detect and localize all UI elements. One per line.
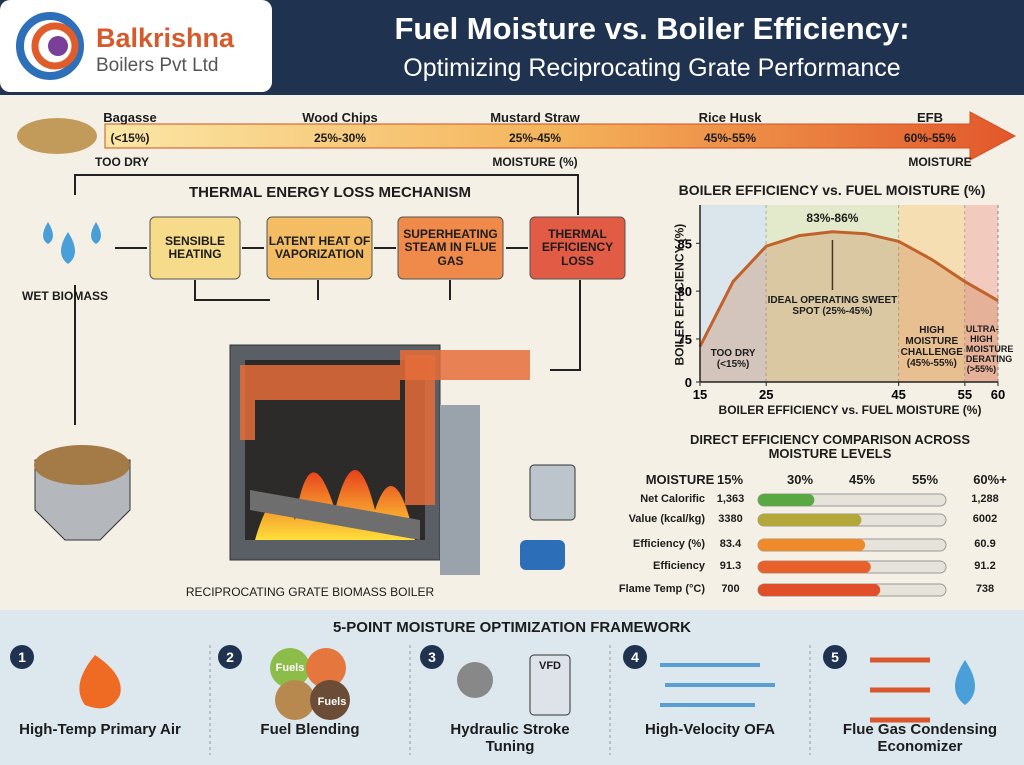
area [700,231,998,382]
zone [700,205,767,382]
row-left: 1,363 [716,493,745,505]
row-right: 60.9 [974,538,996,550]
table-header: 45% [848,472,876,487]
boiler-label: RECIPROCATING GRATE BIOMASS BOILER [185,585,435,599]
row-right: 1,288 [971,493,999,505]
x-axis-label: BOILER EFFICIENCY vs. FUEL MOISTURE (%) [718,403,982,417]
brand: Balkrishna [96,23,235,53]
scale-right: MOISTURE [908,155,972,169]
framework-label: Fuel Blending [260,721,360,738]
y-tick-label: 85 [678,236,692,251]
table-header: 30% [786,472,814,487]
step-number: 4 [631,649,639,665]
table-header: 55% [911,472,939,487]
table-header: MOISTURE [645,472,715,487]
fuel-range: 25%-30% [313,131,367,145]
step-number: 1 [18,649,26,665]
y-tick-label: 0 [685,375,692,390]
x-tick-label: 15 [693,387,707,402]
framework-label: High-Velocity OFA [644,721,776,738]
fuel-range: 25%-45% [508,131,562,145]
y-tick-label: 80 [678,284,692,299]
icon-text: Fuels [275,662,305,674]
step: THERMAL EFFICIENCY LOSS [541,227,614,268]
framework-label: High-Temp Primary Air [19,721,181,738]
zone [766,205,899,382]
row-label: Flame Temp (°C) [618,583,705,595]
fuel-name: Mustard Straw [490,110,580,125]
fuel-name: Wood Chips [302,110,378,125]
fuel-range: 45%-55% [703,131,757,145]
zone-label: TOO DRY (<15%) [710,348,756,370]
zone [898,205,965,382]
scale-center: MOISTURE (%) [492,155,578,169]
zone-label: HIGH MOISTURE CHALLENGE (45%-55%) [900,325,963,369]
bar-fill [758,514,862,526]
y-tick-label: 75 [678,332,692,347]
bar-fill [758,561,871,573]
bar-fill [758,494,815,506]
peak-label: 83%-86% [806,211,859,225]
icon-text: VFD [539,660,561,672]
x-tick-label: 55 [958,387,972,402]
zone-label: ULTRA-HIGH MOISTURE DERATING (>55%) [965,324,1014,374]
fuel-name: Bagasse [103,110,157,125]
row-label: Value (kcal/kg) [628,513,705,525]
step: SENSIBLE HEATING [164,233,225,261]
row-label: Efficiency (%) [632,538,705,550]
title: Fuel Moisture vs. Boiler Efficiency: [394,11,910,46]
table-header: 15% [716,472,744,487]
row-right: 6002 [972,513,998,525]
icon-text: Fuels [317,696,347,708]
row-left: 83.4 [719,538,742,550]
framework-title: 5-POINT MOISTURE OPTIMIZATION FRAMEWORK [332,619,692,636]
chart-title: BOILER EFFICIENCY vs. FUEL MOISTURE (%) [678,182,986,198]
x-tick-label: 60 [991,387,1005,402]
source: WET BIOMASS [22,289,108,303]
step-number: 5 [831,649,839,665]
mechanism-title: THERMAL ENERGY LOSS MECHANISM [130,184,530,202]
row-left: 91.3 [719,560,742,572]
step-number: 2 [226,649,234,665]
x-tick-label: 25 [759,387,773,402]
row-left: 3380 [718,513,743,525]
zone-label: IDEAL OPERATING SWEET SPOT (25%-45%) [767,295,898,317]
fuel-range: 60%-55% [903,131,957,145]
framework-label: Hydraulic Stroke Tuning [450,721,570,755]
brand-sub: Boilers Pvt Ltd [96,55,219,76]
step: SUPERHEATING STEAM IN FLUE GAS [403,227,498,268]
bar-fill [758,584,881,596]
bar-fill [758,539,866,551]
y-axis-label: BOILER EFFICIENCY (%) [672,223,687,366]
fuel-range: (<15%) [110,131,150,145]
comparison-title: DIRECT EFFICIENCY COMPARISON ACROSS MOIS… [690,432,971,462]
table-header: 60%+ [973,472,1007,487]
fuel-name: Rice Husk [698,110,762,125]
fuel-name: EFB [917,110,943,125]
step-badge [623,645,647,669]
framework-label: Flue Gas Condensing Economizer [842,721,998,755]
subtitle: Optimizing Reciprocating Grate Performan… [403,54,901,82]
x-tick-label: 45 [891,387,905,402]
row-right: 738 [975,583,995,595]
zone [964,205,998,382]
step: LATENT HEAT OF VAPORIZATION [268,233,371,261]
efficiency-line [698,230,999,348]
step-badge [10,645,34,669]
step-badge [420,645,444,669]
scale-left: TOO DRY [95,155,150,169]
row-label: Efficiency [653,560,705,572]
step-badge [218,645,242,669]
row-right: 91.2 [974,560,996,572]
step-number: 3 [428,649,436,665]
row-left: 700 [721,583,740,595]
row-label: Net Calorific [640,493,705,505]
step-badge [823,645,847,669]
